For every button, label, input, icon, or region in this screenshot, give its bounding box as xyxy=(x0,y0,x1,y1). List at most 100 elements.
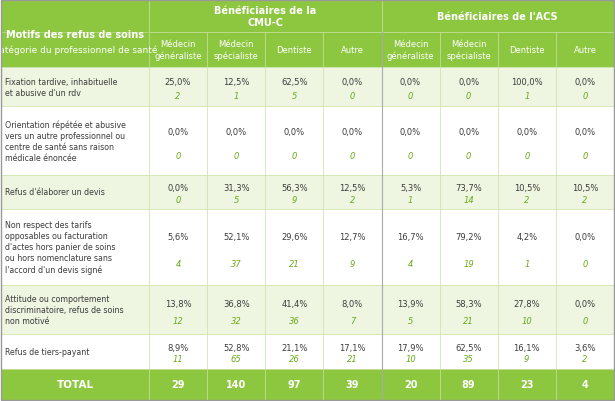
Bar xyxy=(498,175,556,209)
Bar xyxy=(265,68,323,107)
Bar xyxy=(207,33,265,68)
Text: 11: 11 xyxy=(173,354,183,364)
Bar xyxy=(556,175,614,209)
Text: 12: 12 xyxy=(173,316,183,325)
Text: 0: 0 xyxy=(524,152,530,160)
Text: Médecin
spécialiste: Médecin spécialiste xyxy=(214,40,258,61)
Text: 9: 9 xyxy=(350,259,355,268)
Bar xyxy=(381,369,440,400)
Bar xyxy=(381,285,440,334)
Bar xyxy=(265,107,323,175)
Text: Refus de tiers-payant: Refus de tiers-payant xyxy=(5,347,89,356)
Text: 21: 21 xyxy=(289,259,300,268)
Bar xyxy=(498,285,556,334)
Text: Autre: Autre xyxy=(573,46,597,55)
Bar xyxy=(323,369,381,400)
Text: 12,5%: 12,5% xyxy=(223,78,249,87)
Text: 14: 14 xyxy=(463,195,474,204)
Text: 19: 19 xyxy=(463,259,474,268)
Text: 13,9%: 13,9% xyxy=(397,299,424,308)
Text: 5,3%: 5,3% xyxy=(400,183,421,192)
Text: 5,6%: 5,6% xyxy=(167,233,189,242)
Bar xyxy=(323,107,381,175)
Text: 4: 4 xyxy=(175,259,181,268)
Text: 20: 20 xyxy=(404,379,418,389)
Bar xyxy=(1,1,149,68)
Text: 0: 0 xyxy=(466,91,471,101)
Bar xyxy=(1,68,149,107)
Bar xyxy=(381,68,440,107)
Bar xyxy=(498,369,556,400)
Bar xyxy=(207,209,265,285)
Bar xyxy=(556,285,614,334)
Text: Médecin
généraliste: Médecin généraliste xyxy=(154,40,202,61)
Text: 0: 0 xyxy=(408,152,413,160)
Text: 56,3%: 56,3% xyxy=(281,183,308,192)
Bar xyxy=(149,33,207,68)
Bar xyxy=(498,68,556,107)
Text: Médecin
généraliste: Médecin généraliste xyxy=(387,40,434,61)
Text: 0: 0 xyxy=(175,152,181,160)
Bar xyxy=(381,334,440,369)
Bar xyxy=(440,369,498,400)
Text: 0: 0 xyxy=(408,91,413,101)
Text: 9: 9 xyxy=(292,195,297,204)
Bar xyxy=(149,209,207,285)
Bar xyxy=(556,68,614,107)
Text: 25,0%: 25,0% xyxy=(165,78,191,87)
Text: 1: 1 xyxy=(234,91,239,101)
Bar xyxy=(440,175,498,209)
Bar xyxy=(556,369,614,400)
Bar xyxy=(265,285,323,334)
Text: 0,0%: 0,0% xyxy=(574,78,595,87)
Text: 10,5%: 10,5% xyxy=(572,183,598,192)
Bar xyxy=(265,33,323,68)
Text: Dentiste: Dentiste xyxy=(509,46,545,55)
Text: 12,5%: 12,5% xyxy=(339,183,366,192)
Bar xyxy=(149,285,207,334)
Text: 4: 4 xyxy=(582,379,589,389)
Text: 0,0%: 0,0% xyxy=(574,299,595,308)
Bar xyxy=(265,334,323,369)
Text: 10,5%: 10,5% xyxy=(514,183,540,192)
Text: 140: 140 xyxy=(226,379,247,389)
Text: 97: 97 xyxy=(288,379,301,389)
Text: 79,2%: 79,2% xyxy=(456,233,482,242)
Text: Motifs des refus de soins: Motifs des refus de soins xyxy=(6,29,144,39)
Text: 5: 5 xyxy=(292,91,297,101)
Text: 21: 21 xyxy=(347,354,358,364)
Text: 39: 39 xyxy=(346,379,359,389)
Text: 0,0%: 0,0% xyxy=(574,233,595,242)
Text: 36: 36 xyxy=(289,316,300,325)
Bar xyxy=(556,33,614,68)
Bar xyxy=(1,285,149,334)
Text: 2: 2 xyxy=(582,195,587,204)
Text: Attitude ou comportement
discriminatoire, refus de soins
non motivé: Attitude ou comportement discriminatoire… xyxy=(5,294,124,325)
Text: 0,0%: 0,0% xyxy=(284,128,305,137)
Text: 62,5%: 62,5% xyxy=(281,78,308,87)
Text: 8,0%: 8,0% xyxy=(342,299,363,308)
Bar xyxy=(498,334,556,369)
Bar xyxy=(149,107,207,175)
Text: 27,8%: 27,8% xyxy=(514,299,540,308)
Text: 62,5%: 62,5% xyxy=(456,343,482,352)
Text: 0,0%: 0,0% xyxy=(458,128,479,137)
Text: 1: 1 xyxy=(524,259,530,268)
Bar xyxy=(265,209,323,285)
Text: 8,9%: 8,9% xyxy=(167,343,189,352)
Bar xyxy=(323,33,381,68)
Text: 89: 89 xyxy=(462,379,475,389)
Text: 36,8%: 36,8% xyxy=(223,299,250,308)
Bar xyxy=(556,334,614,369)
Text: 16,1%: 16,1% xyxy=(514,343,540,352)
Text: 9: 9 xyxy=(524,354,530,364)
Text: 100,0%: 100,0% xyxy=(511,78,542,87)
Bar xyxy=(207,285,265,334)
Bar xyxy=(556,107,614,175)
Text: 10: 10 xyxy=(405,354,416,364)
Text: 4,2%: 4,2% xyxy=(516,233,538,242)
Text: 2: 2 xyxy=(582,354,587,364)
Text: TOTAL: TOTAL xyxy=(57,379,93,389)
Text: 0,0%: 0,0% xyxy=(516,128,538,137)
Bar xyxy=(381,209,440,285)
